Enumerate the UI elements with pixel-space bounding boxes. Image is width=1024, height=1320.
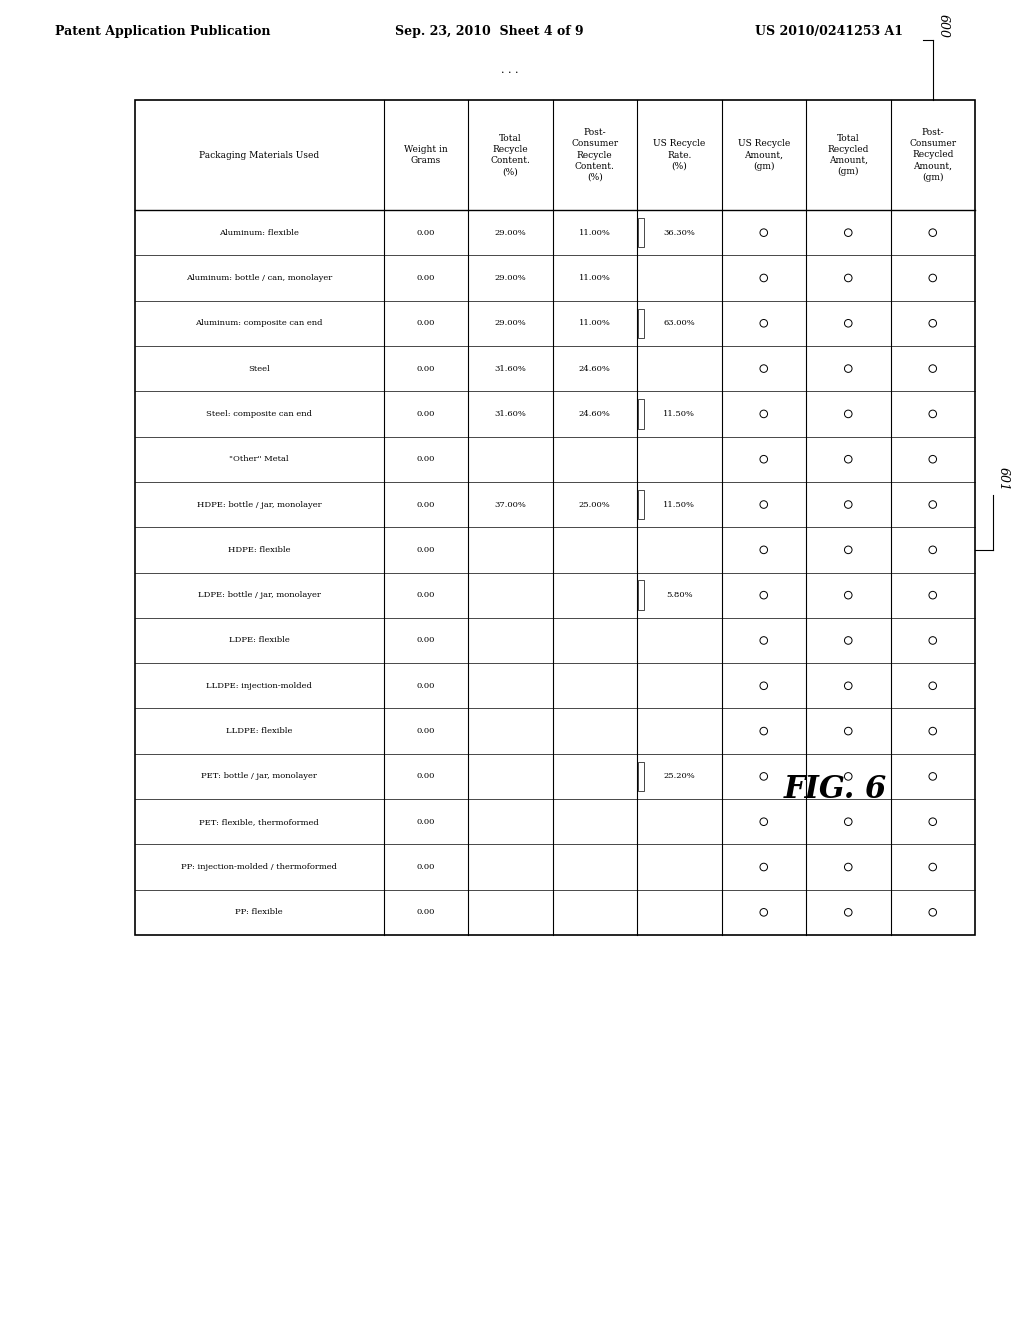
- Bar: [638, 581, 643, 610]
- Text: 25.00%: 25.00%: [579, 500, 610, 508]
- Text: 0.00: 0.00: [417, 682, 435, 690]
- Text: Aluminum: composite can end: Aluminum: composite can end: [196, 319, 323, 327]
- Text: 0.00: 0.00: [417, 364, 435, 372]
- Text: Aluminum: bottle / can, monolayer: Aluminum: bottle / can, monolayer: [186, 275, 333, 282]
- Bar: [638, 399, 643, 429]
- Text: 0.00: 0.00: [417, 908, 435, 916]
- Text: Post-
Consumer
Recycle
Content.
(%): Post- Consumer Recycle Content. (%): [571, 128, 618, 182]
- Text: Sep. 23, 2010  Sheet 4 of 9: Sep. 23, 2010 Sheet 4 of 9: [395, 25, 584, 38]
- Text: 601: 601: [997, 467, 1010, 491]
- Text: 11.00%: 11.00%: [579, 228, 610, 236]
- Text: HDPE: bottle / jar, monolayer: HDPE: bottle / jar, monolayer: [197, 500, 322, 508]
- Text: PET: bottle / jar, monolayer: PET: bottle / jar, monolayer: [202, 772, 317, 780]
- Text: 11.00%: 11.00%: [579, 275, 610, 282]
- Text: 0.00: 0.00: [417, 546, 435, 554]
- Text: 29.00%: 29.00%: [495, 319, 526, 327]
- Text: 0.00: 0.00: [417, 455, 435, 463]
- Bar: [638, 762, 643, 791]
- Text: 0.00: 0.00: [417, 636, 435, 644]
- Text: 11.00%: 11.00%: [579, 319, 610, 327]
- Text: 0.00: 0.00: [417, 275, 435, 282]
- Text: Post-
Consumer
Recycled
Amount,
(gm): Post- Consumer Recycled Amount, (gm): [909, 128, 956, 182]
- Text: 36.30%: 36.30%: [664, 228, 695, 236]
- Text: 0.00: 0.00: [417, 727, 435, 735]
- Text: PP: flexible: PP: flexible: [236, 908, 283, 916]
- Text: 63.00%: 63.00%: [664, 319, 695, 327]
- Text: 600: 600: [937, 15, 949, 38]
- Text: 0.00: 0.00: [417, 319, 435, 327]
- Text: Packaging Materials Used: Packaging Materials Used: [200, 150, 319, 160]
- Text: 25.20%: 25.20%: [664, 772, 695, 780]
- Text: Patent Application Publication: Patent Application Publication: [55, 25, 270, 38]
- Text: 11.50%: 11.50%: [664, 411, 695, 418]
- Text: PET: flexible, thermoformed: PET: flexible, thermoformed: [200, 817, 319, 826]
- Text: 24.60%: 24.60%: [579, 364, 610, 372]
- Bar: [638, 490, 643, 519]
- Text: US Recycle
Amount,
(gm): US Recycle Amount, (gm): [737, 140, 790, 170]
- Text: Steel: Steel: [249, 364, 270, 372]
- Text: 31.60%: 31.60%: [495, 364, 526, 372]
- Text: Aluminum: flexible: Aluminum: flexible: [219, 228, 299, 236]
- Text: FIG. 6: FIG. 6: [783, 775, 887, 805]
- Text: US Recycle
Rate.
(%): US Recycle Rate. (%): [653, 140, 706, 170]
- Text: HDPE: flexible: HDPE: flexible: [228, 546, 291, 554]
- Bar: [638, 309, 643, 338]
- Text: Steel: composite can end: Steel: composite can end: [206, 411, 312, 418]
- Text: Weight in
Grams: Weight in Grams: [403, 145, 447, 165]
- Text: PP: injection-molded / thermoformed: PP: injection-molded / thermoformed: [181, 863, 337, 871]
- Text: LDPE: bottle / jar, monolayer: LDPE: bottle / jar, monolayer: [198, 591, 321, 599]
- Text: 0.00: 0.00: [417, 228, 435, 236]
- Text: 0.00: 0.00: [417, 591, 435, 599]
- Text: 0.00: 0.00: [417, 411, 435, 418]
- Text: 0.00: 0.00: [417, 863, 435, 871]
- Text: 11.50%: 11.50%: [664, 500, 695, 508]
- Text: 0.00: 0.00: [417, 772, 435, 780]
- Text: 24.60%: 24.60%: [579, 411, 610, 418]
- Text: 0.00: 0.00: [417, 817, 435, 826]
- Text: 0.00: 0.00: [417, 500, 435, 508]
- Text: Total
Recycled
Amount,
(gm): Total Recycled Amount, (gm): [827, 133, 869, 177]
- Text: 37.00%: 37.00%: [495, 500, 526, 508]
- Text: LLDPE: injection-molded: LLDPE: injection-molded: [206, 682, 312, 690]
- Text: 29.00%: 29.00%: [495, 228, 526, 236]
- Text: . . .: . . .: [502, 65, 519, 75]
- Bar: [638, 218, 643, 247]
- Text: Total
Recycle
Content.
(%): Total Recycle Content. (%): [490, 133, 530, 176]
- Bar: [135, 100, 975, 935]
- Text: LLDPE: flexible: LLDPE: flexible: [226, 727, 293, 735]
- Text: LDPE: flexible: LDPE: flexible: [229, 636, 290, 644]
- Text: 5.80%: 5.80%: [666, 591, 692, 599]
- Text: US 2010/0241253 A1: US 2010/0241253 A1: [755, 25, 903, 38]
- Text: 29.00%: 29.00%: [495, 275, 526, 282]
- Text: 31.60%: 31.60%: [495, 411, 526, 418]
- Text: "Other" Metal: "Other" Metal: [229, 455, 289, 463]
